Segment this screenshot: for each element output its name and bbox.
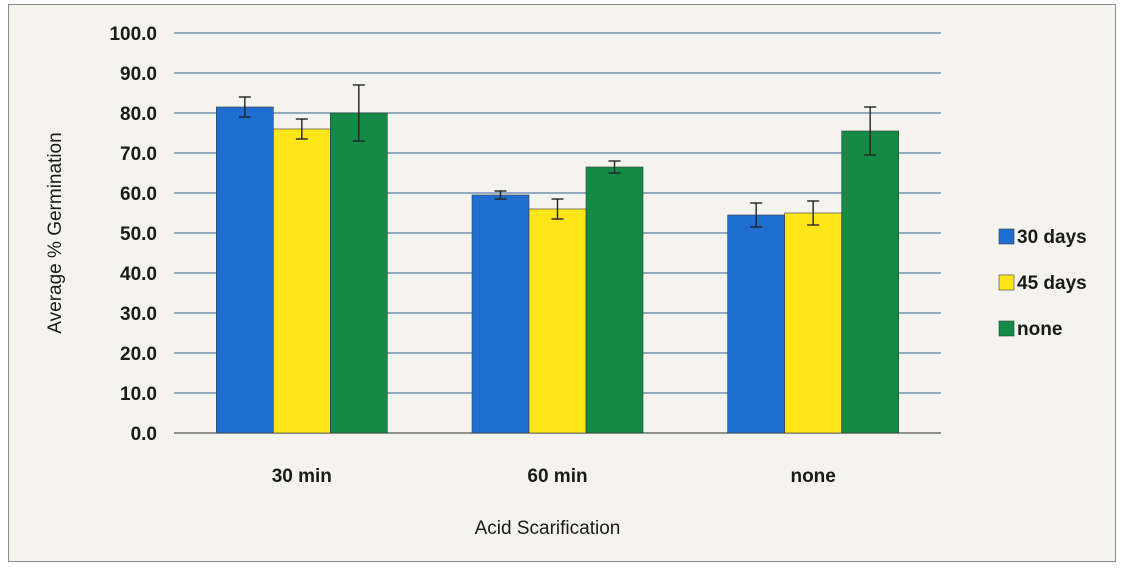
y-tick-label: 90.0 xyxy=(120,64,157,85)
legend-label: 30 days xyxy=(1017,227,1087,248)
x-category-label: 30 min xyxy=(272,466,332,487)
legend-swatch xyxy=(998,228,1015,245)
y-tick-label: 80.0 xyxy=(120,104,157,125)
bar-45-days-none xyxy=(784,212,842,434)
y-tick-label: 70.0 xyxy=(120,144,157,165)
x-axis-title: Acid Scarification xyxy=(475,518,621,539)
bar-none-60-min xyxy=(585,166,644,434)
bar-chart: 0.0 10.0 20.0 30.0 40.0 50.0 60.0 70.0 80.0 90.0 1… xyxy=(45,24,1087,539)
error-bar xyxy=(608,160,621,174)
error-bar xyxy=(551,198,564,220)
y-tick-label: 40.0 xyxy=(120,264,157,285)
error-bar xyxy=(494,190,507,200)
bars xyxy=(216,106,899,434)
y-axis-title: Average % Germination xyxy=(45,132,66,333)
x-category-label: 60 min xyxy=(527,466,587,487)
bar-30-days-none xyxy=(727,214,785,434)
bar-30-days-60-min xyxy=(471,194,530,434)
y-tick-label: 30.0 xyxy=(120,304,157,325)
bar-30-days-30-min xyxy=(216,106,274,434)
x-category-labels: 30 min 60 min none xyxy=(272,466,836,487)
legend: 30 days 45 days none xyxy=(998,227,1087,340)
legend-label: none xyxy=(1017,319,1062,340)
y-tick-label: 50.0 xyxy=(120,224,157,245)
bar-none-30-min xyxy=(330,112,388,434)
legend-swatch xyxy=(998,274,1015,291)
y-tick-label: 100.0 xyxy=(109,24,157,45)
error-bar xyxy=(750,202,763,228)
y-tick-labels: 0.0 10.0 20.0 30.0 40.0 50.0 60.0 70.0 80.0 90.0 1… xyxy=(109,24,157,445)
bar-45-days-30-min xyxy=(273,128,331,434)
legend-label: 45 days xyxy=(1017,273,1087,294)
error-bar xyxy=(352,84,365,142)
error-bar xyxy=(238,96,251,118)
y-tick-label: 0.0 xyxy=(131,424,157,445)
bar-45-days-60-min xyxy=(528,208,587,434)
y-tick-label: 20.0 xyxy=(120,344,157,365)
error-bar xyxy=(864,106,877,156)
error-bar xyxy=(295,118,308,140)
x-category-label: none xyxy=(790,466,835,487)
chart-frame: 0.0 10.0 20.0 30.0 40.0 50.0 60.0 70.0 80.0 90.0 1… xyxy=(8,4,1116,562)
error-bars xyxy=(238,84,877,228)
bar-none-none xyxy=(841,130,899,434)
error-bar xyxy=(807,200,820,226)
y-tick-label: 10.0 xyxy=(120,384,157,405)
legend-swatch xyxy=(998,320,1015,337)
y-tick-label: 60.0 xyxy=(120,184,157,205)
